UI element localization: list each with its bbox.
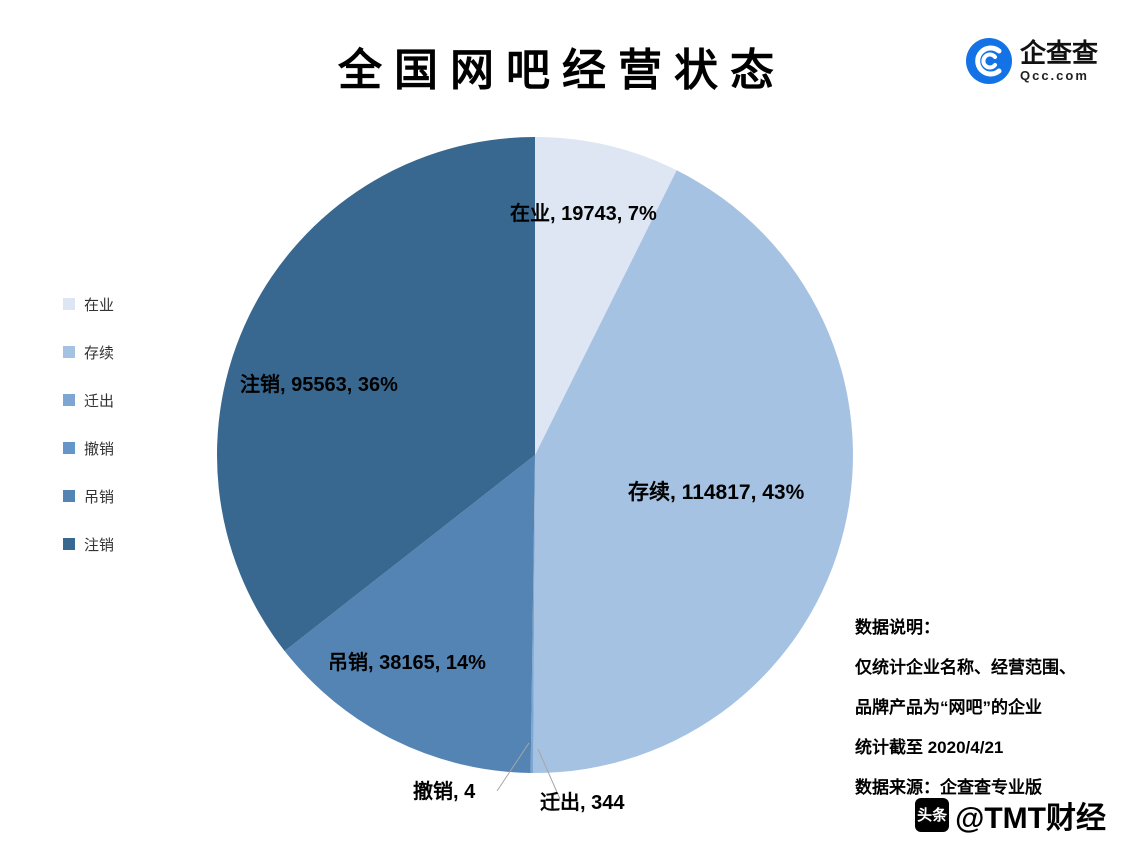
legend-swatch	[63, 298, 75, 310]
legend-item: 存续	[63, 328, 114, 376]
brand-text: 企查查 Qcc.com	[1019, 37, 1098, 84]
pie-label-diaoxiao: 吊销, 38165, 14%	[328, 652, 486, 674]
pie-slice-吊销	[284, 455, 535, 773]
pie-slice-注销	[216, 137, 535, 652]
legend-swatch	[63, 442, 75, 454]
leader-line-qianchu	[537, 748, 561, 800]
legend-swatch	[63, 394, 75, 406]
leader-line-chexiao	[496, 742, 530, 792]
legend-item: 注销	[63, 520, 114, 568]
legend-swatch	[63, 538, 75, 550]
legend-label: 撤销	[84, 440, 115, 458]
toutiao-logo-icon: 头条	[915, 798, 950, 832]
legend-label: 在业	[84, 296, 115, 314]
pie-slice-在业	[535, 137, 677, 455]
pie-label-zaiye: 在业, 19743, 7%	[510, 203, 657, 225]
notes-heading: 数据说明：	[855, 618, 940, 637]
brand-logo: 企查查 Qcc.com	[965, 37, 1098, 84]
notes-line: 数据来源：企查查专业版	[855, 778, 1042, 797]
legend-label: 存续	[84, 344, 115, 362]
legend-label: 迁出	[84, 392, 115, 410]
chart-legend: 在业 存续 迁出 撤销 吊销 注销	[63, 280, 114, 568]
brand-name: 企查查	[1019, 37, 1098, 68]
brand-domain: Qcc.com	[1019, 68, 1089, 84]
legend-item: 吊销	[63, 472, 114, 520]
pie-label-qianchu: 迁出, 344	[540, 792, 625, 814]
legend-label: 注销	[84, 536, 115, 554]
notes-line: 品牌产品为“网吧”的企业	[855, 698, 1042, 717]
watermark-text: @TMT财经	[955, 802, 1106, 835]
pie-label-zhuxiao: 注销, 95563, 36%	[240, 374, 398, 396]
legend-swatch	[63, 490, 75, 502]
pie-slices-group	[216, 137, 853, 773]
chart-title: 全国网吧经营状态	[338, 46, 786, 95]
pie-label-cunxu: 存续, 114817, 43%	[628, 481, 805, 504]
legend-item: 在业	[63, 280, 114, 328]
watermark: 头条 @TMT财经	[915, 793, 1106, 837]
notes-line: 统计截至 2020/4/21	[855, 738, 1004, 757]
legend-swatch	[63, 346, 75, 358]
notes-line: 仅统计企业名称、经营范围、	[855, 658, 1076, 677]
pie-slice-存续	[533, 170, 853, 773]
legend-label: 吊销	[84, 488, 115, 506]
pie-label-chexiao: 撤销, 4	[413, 781, 476, 803]
pie-chart	[216, 137, 853, 800]
legend-item: 撤销	[63, 424, 114, 472]
pie-slice-迁出	[530, 455, 535, 773]
qcc-logo-icon	[965, 38, 1012, 84]
data-notes: 数据说明： 仅统计企业名称、经营范围、 品牌产品为“网吧”的企业 统计截至 20…	[855, 608, 1076, 808]
leader-lines	[496, 742, 561, 800]
pie-chart-container	[216, 137, 853, 800]
legend-item: 迁出	[63, 376, 114, 424]
